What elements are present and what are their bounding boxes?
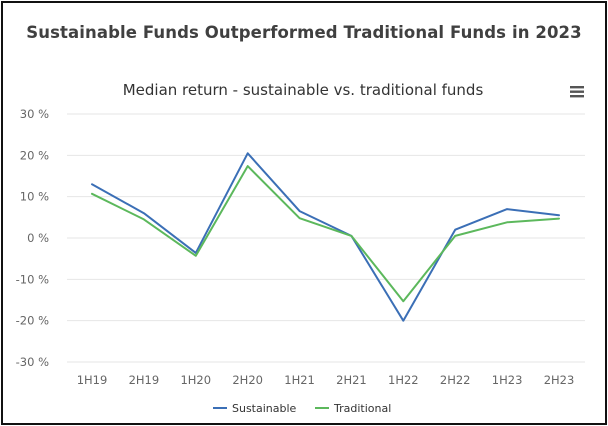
y-tick-label: -20 %	[16, 314, 49, 328]
x-tick-label: 2H19	[129, 373, 160, 387]
x-tick-label: 1H23	[492, 373, 523, 387]
hamburger-menu-icon[interactable]	[568, 83, 586, 101]
legend-label: Sustainable	[232, 402, 297, 415]
legend-label: Traditional	[333, 402, 391, 415]
x-tick-label: 2H20	[232, 373, 263, 387]
y-axis-labels: 30 % 20 % 10 % 0 % -10 % -20 % -30 %	[16, 107, 49, 369]
legend[interactable]: Sustainable Traditional	[213, 402, 391, 415]
x-tick-label: 2H23	[544, 373, 575, 387]
legend-item-sustainable[interactable]: Sustainable	[213, 402, 297, 415]
x-axis-labels: 1H19 2H19 1H20 2H20 1H21 2H21 1H22 2H22 1H23 2H23	[77, 373, 575, 387]
y-tick-label: 30 %	[20, 107, 49, 121]
y-tick-label: 20 %	[20, 148, 49, 162]
grid-lines	[67, 113, 585, 363]
chart: Median return - sustainable vs. traditio…	[16, 81, 586, 415]
y-tick-label: 0 %	[27, 231, 49, 245]
series-lines	[91, 152, 560, 322]
x-tick-label: 1H20	[180, 373, 211, 387]
y-tick-label: -30 %	[16, 355, 49, 369]
x-tick-label: 1H22	[388, 373, 419, 387]
series-line-traditional	[91, 165, 560, 303]
y-tick-label: -10 %	[16, 272, 49, 286]
legend-item-traditional[interactable]: Traditional	[315, 402, 391, 415]
x-tick-label: 1H19	[77, 373, 108, 387]
page-title: Sustainable Funds Outperformed Tradition…	[26, 23, 582, 42]
series-line-sustainable	[91, 152, 560, 322]
y-tick-label: 10 %	[20, 190, 49, 204]
x-tick-label: 1H21	[284, 373, 315, 387]
x-tick-label: 2H21	[336, 373, 367, 387]
x-tick-label: 2H22	[440, 373, 471, 387]
chart-subtitle: Median return - sustainable vs. traditio…	[123, 81, 484, 99]
